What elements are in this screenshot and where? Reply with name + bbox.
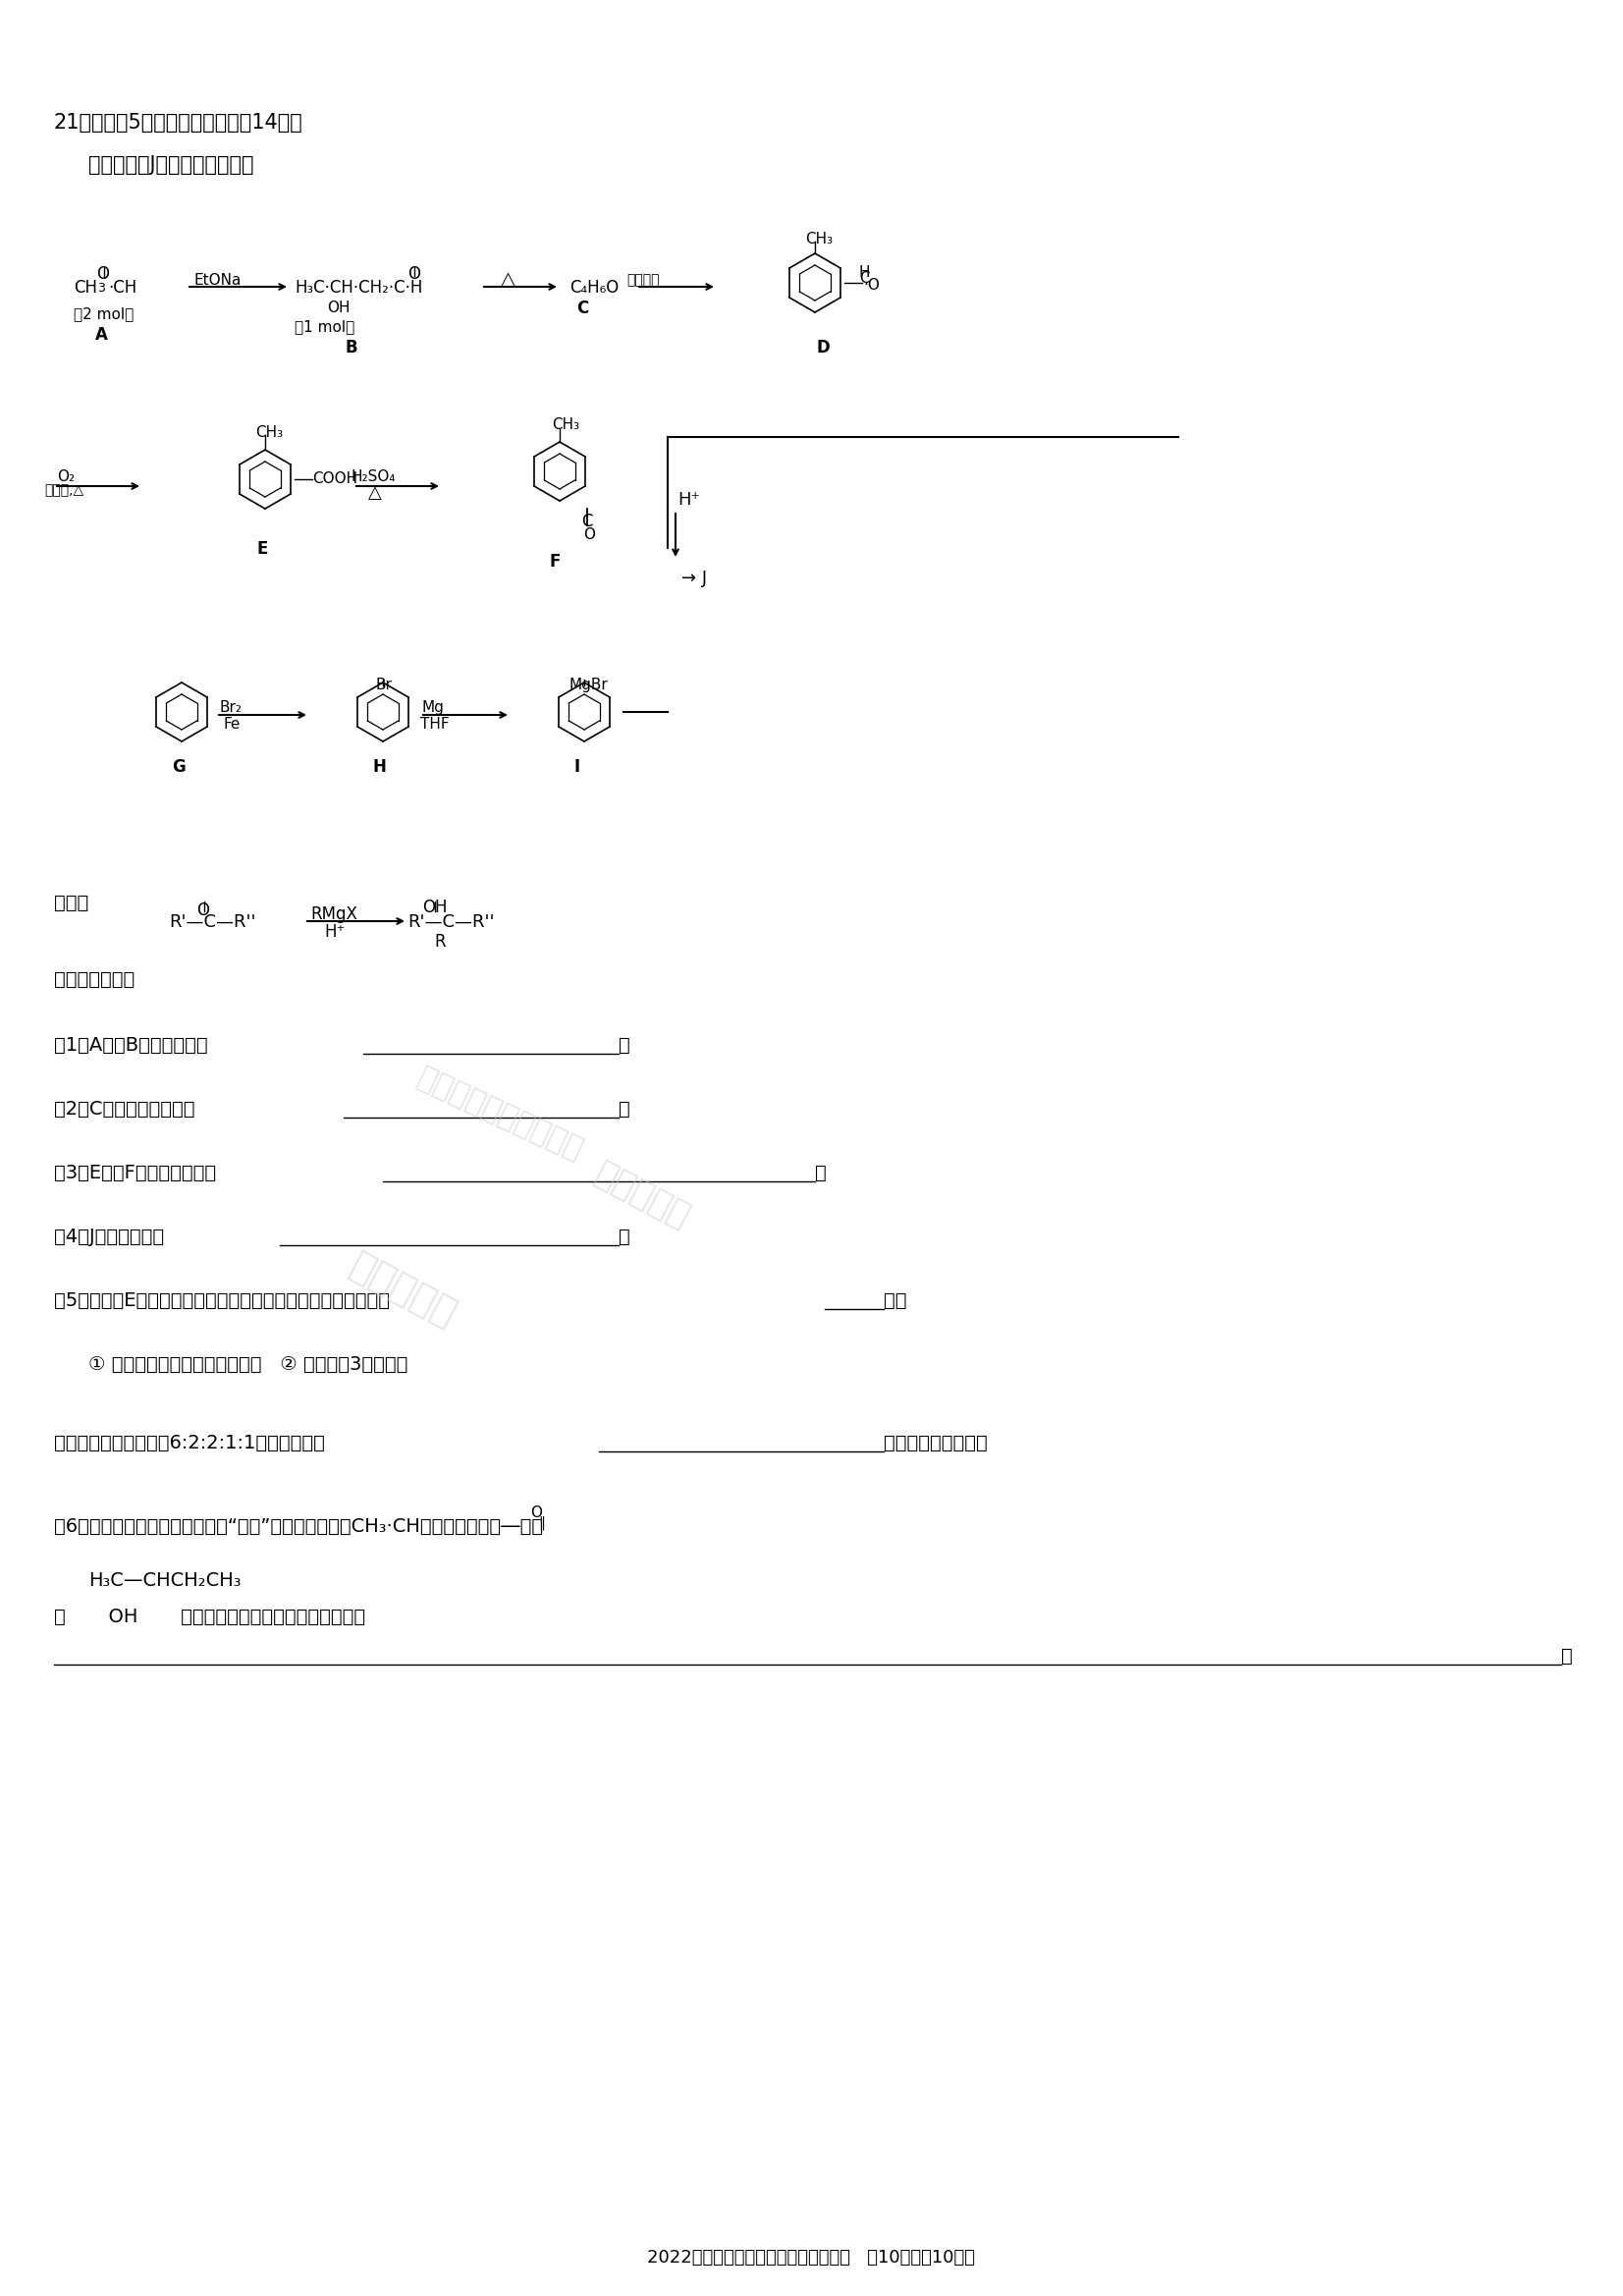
Text: R: R	[433, 932, 445, 951]
Text: O: O	[583, 528, 596, 542]
Text: 已知：: 已知：	[54, 893, 89, 912]
Text: 其中核磁共振氢谱满足6:2:2:1:1的结构简式为: 其中核磁共振氢谱满足6:2:2:1:1的结构简式为	[54, 1433, 325, 1453]
Text: （6）依据题目中给的合成路线和“已知”信息，以乙醉（CH₃·CH）为原料合成２―丁醇: （6）依据题目中给的合成路线和“已知”信息，以乙醉（CH₃·CH）为原料合成２―…	[54, 1518, 544, 1536]
Text: OH: OH	[326, 301, 351, 315]
Text: I: I	[575, 758, 581, 776]
Text: 。: 。	[815, 1164, 826, 1182]
Text: THF: THF	[420, 716, 450, 732]
Text: （2）C中的官能团名称为: （2）C中的官能团名称为	[54, 1100, 195, 1118]
Text: 高考早知道: 高考早知道	[344, 1247, 463, 1334]
Text: 第一时间获取最新资料: 第一时间获取最新资料	[412, 1063, 588, 1164]
Text: （1 mol）: （1 mol）	[294, 319, 355, 333]
Text: A: A	[96, 326, 107, 344]
Text: OH: OH	[422, 898, 448, 916]
Text: C₄H₆O: C₄H₆O	[570, 278, 618, 296]
Text: O₂: O₂	[57, 468, 75, 484]
Text: 2022届广东省四校第二次联考化学试卷   第10页（共10页）: 2022届广东省四校第二次联考化学试卷 第10页（共10页）	[648, 2248, 975, 2266]
Text: （写出一种即可）。: （写出一种即可）。	[883, 1433, 987, 1453]
Text: H: H	[859, 264, 870, 280]
Text: 催化剂,△: 催化剂,△	[44, 482, 83, 496]
Text: CH₃: CH₃	[552, 418, 579, 432]
Text: C: C	[581, 512, 592, 530]
Text: （2 mol）: （2 mol）	[73, 305, 133, 321]
Text: ‖: ‖	[539, 1515, 545, 1531]
Text: R'—C—R'': R'—C—R''	[169, 914, 256, 930]
Text: 搜索小程序: 搜索小程序	[589, 1157, 695, 1235]
Text: （3）E生成F的化学方程式为: （3）E生成F的化学方程式为	[54, 1164, 216, 1182]
Text: CH₃: CH₃	[805, 232, 833, 246]
Text: G: G	[172, 758, 185, 776]
Text: 。: 。	[618, 1100, 630, 1118]
Text: D: D	[816, 340, 831, 356]
Text: 化工中间体J的合成路线如下：: 化工中间体J的合成路线如下：	[88, 156, 253, 174]
Text: 21．〔选修5：有机化学基础〕（14分）: 21．〔选修5：有机化学基础〕（14分）	[54, 113, 304, 133]
Text: （4）J的结构简式为: （4）J的结构简式为	[54, 1228, 164, 1247]
Text: 。: 。	[1561, 1646, 1573, 1665]
Text: RMgX: RMgX	[310, 905, 357, 923]
Text: C: C	[859, 271, 870, 285]
Text: 一定条件: 一定条件	[626, 273, 659, 287]
Text: COOH: COOH	[312, 471, 357, 487]
Text: 回答下列问题：: 回答下列问题：	[54, 971, 135, 990]
Text: O: O	[196, 902, 209, 918]
Text: ① 可发生銀镜反应和水解反应；   ② 苯环上有3个侧链；: ① 可发生銀镜反应和水解反应； ② 苯环上有3个侧链；	[88, 1355, 407, 1373]
Text: （5）化合物E有多种同分异构体，满足下列条件的同分异构体有: （5）化合物E有多种同分异构体，满足下列条件的同分异构体有	[54, 1290, 390, 1311]
Text: R'—C—R'': R'—C—R''	[407, 914, 495, 930]
Text: Mg: Mg	[422, 700, 445, 714]
Text: Br₂: Br₂	[221, 700, 242, 714]
Text: 。: 。	[618, 1228, 630, 1247]
Text: MgBr: MgBr	[570, 677, 609, 693]
Text: H₂SO₄: H₂SO₄	[352, 468, 396, 484]
Text: Br: Br	[377, 677, 393, 693]
Text: → J: → J	[682, 569, 708, 588]
Text: 。: 。	[618, 1035, 630, 1054]
Text: B: B	[346, 340, 359, 356]
Text: EtONa: EtONa	[195, 273, 242, 287]
Text: （       OH       ），无机试剂选，请写出合成路线：: （ OH ），无机试剂选，请写出合成路线：	[54, 1607, 365, 1626]
Text: CH₃: CH₃	[255, 425, 282, 441]
Text: H: H	[373, 758, 386, 776]
Text: O: O	[407, 264, 420, 282]
Text: C: C	[576, 298, 589, 317]
Text: ·CH: ·CH	[109, 278, 136, 296]
Text: H⁺: H⁺	[325, 923, 346, 941]
Text: 种，: 种，	[883, 1290, 907, 1311]
Text: ·O: ·O	[863, 278, 880, 292]
Text: O: O	[96, 264, 109, 282]
Text: CH: CH	[73, 278, 97, 296]
Text: F: F	[550, 553, 562, 572]
Text: H⁺: H⁺	[677, 491, 700, 510]
Text: H₃C—CHCH₂CH₃: H₃C—CHCH₂CH₃	[88, 1570, 242, 1589]
Text: H₃C·CH·CH₂·C·H: H₃C·CH·CH₂·C·H	[294, 278, 422, 296]
Text: △: △	[502, 271, 516, 289]
Text: 3: 3	[97, 282, 105, 294]
Text: Fe: Fe	[224, 716, 240, 732]
Text: （1）A生成B的反应类型为: （1）A生成B的反应类型为	[54, 1035, 208, 1054]
Text: △: △	[368, 484, 381, 503]
Text: E: E	[256, 540, 268, 558]
Text: O: O	[531, 1506, 542, 1520]
